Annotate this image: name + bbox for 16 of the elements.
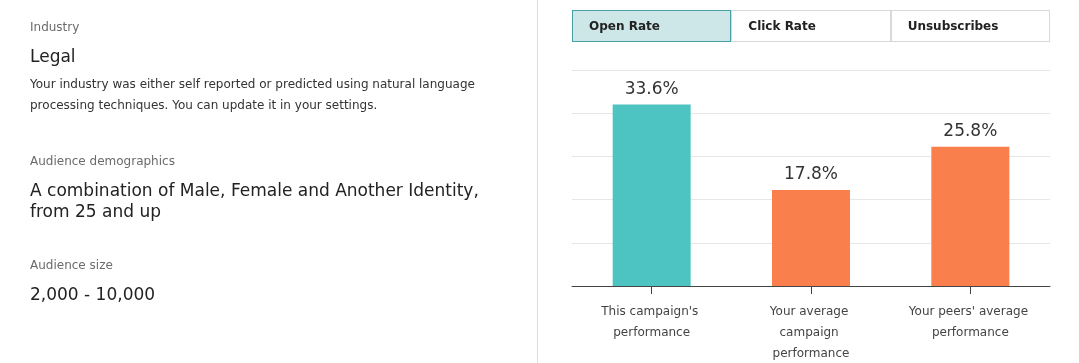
text: Audience size [30, 258, 114, 272]
text: A combination of Male, Female and Another Identity, from 25 and up [30, 180, 480, 222]
text: Legal [30, 46, 77, 66]
x-tick-label: Your peers' average performance [907, 303, 1032, 339]
data-label: 17.8% [783, 163, 839, 184]
text: Click Rate [731, 10, 891, 42]
text: 2,000 - 10,000 [30, 284, 157, 304]
x-tick-label: Your average campaign performance [768, 303, 853, 360]
data-label: 33.6% [624, 78, 679, 99]
text: Unsubscribes [890, 10, 1050, 42]
x-tick-label: This campaign's performance [600, 303, 703, 339]
text: Industry [30, 20, 81, 34]
text: Your industry was either self reported or predicted using natural language processing techniques. You can update it in your settings. [30, 76, 476, 114]
text: Open Rate [572, 10, 732, 42]
text: Audience demographics [30, 154, 176, 168]
data-label: 25.8% [943, 120, 998, 141]
